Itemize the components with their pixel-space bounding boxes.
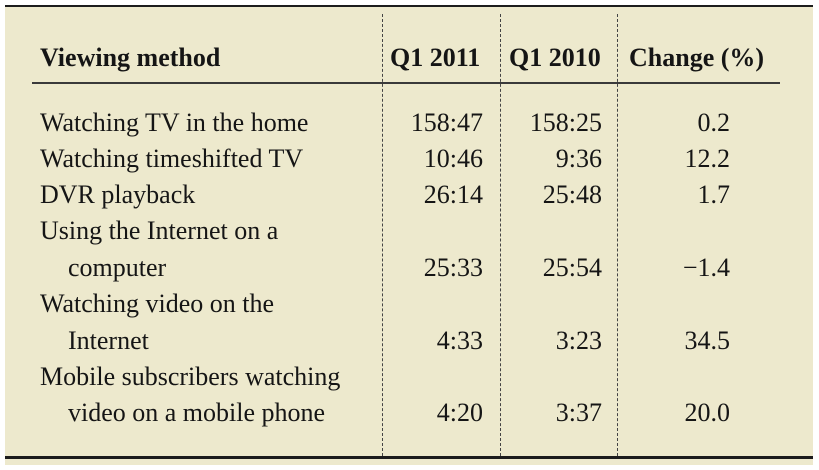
row-q1-2011-value: 25:33 — [423, 253, 483, 282]
row-change-value: −1.4 — [682, 253, 730, 282]
row-change-value: 0.2 — [697, 108, 731, 137]
row-change-value: 12.2 — [684, 144, 731, 173]
row-method-line: Mobile subscribers watching — [40, 362, 341, 391]
row-method-line: Watching video on the — [40, 289, 275, 318]
row-method-line: Using the Internet on a — [40, 216, 279, 245]
row-method-line: Watching timeshifted TV — [40, 144, 304, 173]
header-q1-2011: Q1 2011 — [390, 43, 481, 72]
header-q1-2010: Q1 2010 — [509, 43, 601, 72]
row-q1-2010-value: 3:23 — [555, 326, 602, 355]
column-divider — [500, 14, 501, 456]
row-method-line-continued: Internet — [68, 326, 149, 355]
column-divider — [382, 14, 383, 456]
row-q1-2010-value: 158:25 — [529, 108, 602, 137]
row-q1-2011-value: 4:33 — [436, 326, 483, 355]
column-divider — [617, 14, 618, 456]
header-viewing-method: Viewing method — [40, 43, 221, 72]
table-top-rule — [5, 5, 813, 7]
row-q1-2011-value: 4:20 — [436, 398, 483, 427]
row-q1-2010-value: 25:54 — [542, 253, 602, 282]
row-change-value: 1.7 — [697, 180, 731, 209]
row-change-value: 34.5 — [684, 326, 731, 355]
row-method-line-continued: computer — [68, 253, 167, 282]
row-q1-2011-value: 26:14 — [423, 180, 483, 209]
row-q1-2010-value: 9:36 — [555, 144, 602, 173]
row-change-value: 20.0 — [684, 398, 731, 427]
row-q1-2010-value: 3:37 — [555, 398, 602, 427]
row-method-line: Watching TV in the home — [40, 108, 309, 137]
header-change: Change (%) — [629, 43, 765, 72]
table-bottom-rule — [5, 456, 813, 459]
row-q1-2011-value: 158:47 — [410, 108, 483, 137]
header-rule — [32, 82, 780, 84]
row-q1-2011-value: 10:46 — [423, 144, 483, 173]
row-method-line-continued: video on a mobile phone — [68, 398, 326, 427]
row-method-line: DVR playback — [40, 180, 196, 209]
table-panel — [5, 5, 813, 465]
row-q1-2010-value: 25:48 — [542, 180, 602, 209]
